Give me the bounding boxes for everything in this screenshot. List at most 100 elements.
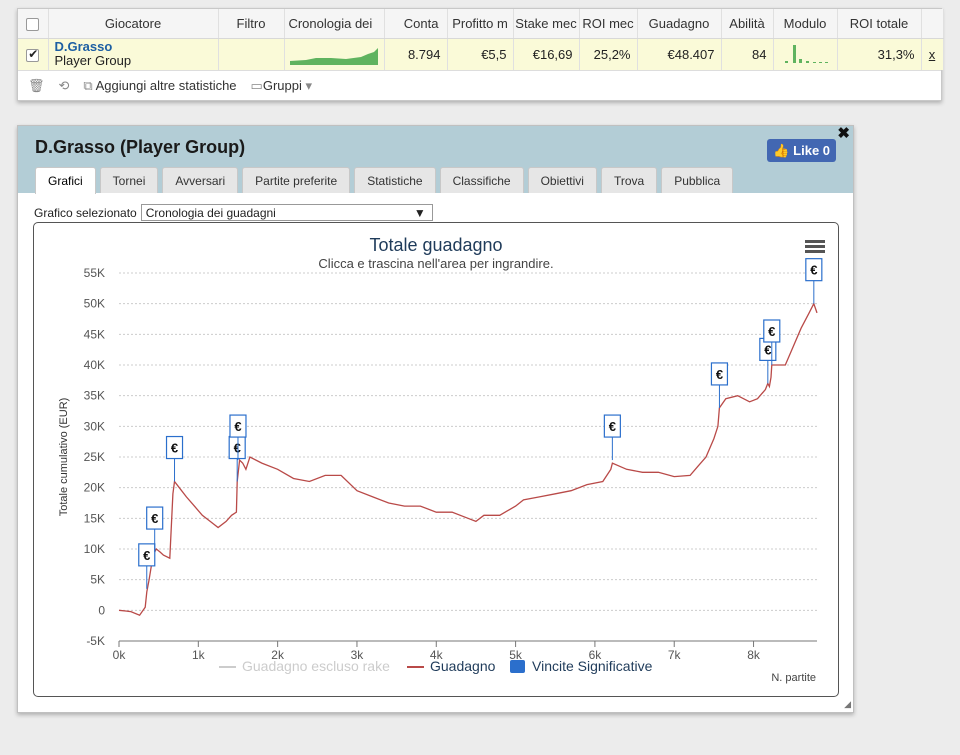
row-select-cell[interactable] xyxy=(18,38,49,70)
tab-classifiche[interactable]: Classifiche xyxy=(439,167,524,193)
column-header[interactable]: Abilità xyxy=(721,9,774,39)
tab-statistiche[interactable]: Statistiche xyxy=(354,167,436,193)
flag-label: € xyxy=(764,342,771,357)
x-tick-label: 8k xyxy=(747,648,761,662)
chart-selector-dropdown[interactable]: Cronologia dei guadagni ▼ xyxy=(140,204,433,221)
y-tick-label: 20K xyxy=(84,481,105,495)
x-tick-label: 4k xyxy=(430,648,444,662)
flag-label: € xyxy=(143,548,150,563)
y-tick-label: 50K xyxy=(84,297,105,311)
y-tick-label: 45K xyxy=(84,327,105,341)
table-toolbar: 🗑 ⟲ ⧉ Aggiungi altre statistiche ▭Gruppi… xyxy=(18,70,941,100)
legend-label-guadagno: Guadagno xyxy=(430,658,496,674)
x-tick-label: 3k xyxy=(351,648,365,662)
abilita-cell: 84 xyxy=(721,38,774,70)
flag-label: € xyxy=(810,263,817,278)
chart-selector-label: Grafico selezionato xyxy=(34,205,137,220)
legend-label-flags: Vincite Significative xyxy=(532,658,653,674)
tab-avversari[interactable]: Avversari xyxy=(162,167,239,193)
tab-grafici[interactable]: Grafici xyxy=(35,167,96,194)
y-tick-label: 25K xyxy=(84,450,105,464)
flag-marker xyxy=(138,543,156,567)
select-all-checkbox[interactable] xyxy=(26,17,40,31)
flag-marker xyxy=(146,506,164,530)
panel-tabs: Grafici Tornei Avversari Partite preferi… xyxy=(35,167,734,194)
trash-icon[interactable]: 🗑 xyxy=(28,77,45,93)
select-all-header[interactable] xyxy=(18,9,49,39)
legend-marker-flags xyxy=(510,660,525,673)
column-header[interactable]: Cronologia dei xyxy=(284,9,385,39)
flag-label: € xyxy=(151,511,158,526)
x-tick-label: 0k xyxy=(113,648,127,662)
chart-title: Totale guadagno xyxy=(369,235,502,255)
player-cell[interactable]: D.Grasso Player Group xyxy=(48,38,219,70)
flag-label: € xyxy=(716,367,723,382)
y-tick-label: 30K xyxy=(84,419,105,433)
folder-icon: ▭ xyxy=(250,77,263,93)
column-header[interactable]: Profitto m xyxy=(447,9,514,39)
facebook-like-button[interactable]: 👍 Like 0 xyxy=(767,139,836,162)
column-header[interactable]: Filtro xyxy=(218,9,285,39)
menu-icon xyxy=(805,250,825,253)
tab-pubblica[interactable]: Pubblica xyxy=(661,167,734,193)
flag-marker xyxy=(763,319,781,343)
player-detail-panel: D.Grasso (Player Group) ✖ 👍 Like 0 Grafic… xyxy=(17,125,854,713)
column-header xyxy=(921,9,944,39)
y-axis-title: Totale cumulativo (EUR) xyxy=(58,398,70,517)
panel-header: D.Grasso (Player Group) ✖ 👍 Like 0 Grafic… xyxy=(18,125,853,194)
resize-handle-icon[interactable]: ◢ xyxy=(844,699,851,709)
conta-cell: 8.794 xyxy=(384,38,448,70)
column-header[interactable]: Conta xyxy=(384,9,448,39)
column-header[interactable]: Modulo xyxy=(773,9,838,39)
profitto-cell: €5,5 xyxy=(447,38,514,70)
column-header[interactable]: Guadagno xyxy=(637,9,722,39)
flag-marker xyxy=(710,362,729,386)
x-tick-label: 5k xyxy=(509,648,523,662)
y-tick-label: 15K xyxy=(84,511,105,525)
y-tick-label: 35K xyxy=(84,389,105,403)
modulo-sparkline-cell xyxy=(773,38,838,70)
groups-dropdown[interactable]: ▭Gruppi ▾ xyxy=(250,77,313,93)
remove-row-button[interactable]: x xyxy=(921,38,944,70)
chart-subtitle: Clicca e trascina nell'area per ingrandi… xyxy=(318,256,553,271)
flag-label: € xyxy=(171,441,178,456)
refresh-icon[interactable]: ⟲ xyxy=(58,77,70,93)
filter-cell xyxy=(218,38,285,70)
players-table-panel: Giocatore Filtro Cronologia dei Conta Pr… xyxy=(17,8,944,101)
series-line-guadagno xyxy=(118,302,818,616)
tab-partite-preferite[interactable]: Partite preferite xyxy=(242,167,351,193)
flag-marker xyxy=(603,414,621,438)
row-checkbox[interactable] xyxy=(26,47,40,62)
flag-marker xyxy=(165,435,184,460)
x-axis-title: N. partite xyxy=(771,672,816,684)
panel-title: D.Grasso (Player Group) xyxy=(35,137,246,157)
tab-obiettivi[interactable]: Obiettivi xyxy=(527,167,597,193)
table-row[interactable]: D.Grasso Player Group 8.794 €5,5 €16,69 … xyxy=(18,38,944,70)
close-icon[interactable]: ✖ xyxy=(837,125,850,142)
column-header[interactable]: ROI mec xyxy=(579,9,638,39)
y-tick-label: 0 xyxy=(98,603,105,617)
column-header[interactable]: Stake mec xyxy=(513,9,580,39)
y-tick-label: 55K xyxy=(84,266,105,280)
tab-trova[interactable]: Trova xyxy=(600,167,658,193)
flag-label: € xyxy=(234,441,241,456)
flag-label: € xyxy=(609,419,616,434)
chart-container[interactable]: Totale guadagno Clicca e trascina nell'ar… xyxy=(33,222,839,697)
menu-icon xyxy=(805,245,825,248)
y-tick-label: 10K xyxy=(84,542,105,556)
column-header[interactable]: ROI totale xyxy=(837,9,922,39)
roi-cell: 25,2% xyxy=(579,38,638,70)
roi-totale-cell: 31,3% xyxy=(837,38,922,70)
add-stats-button[interactable]: ⧉ Aggiungi altre statistiche xyxy=(83,77,237,93)
column-header[interactable]: Giocatore xyxy=(48,9,219,39)
x-tick-label: 6k xyxy=(589,648,603,662)
player-name-link[interactable]: D.Grasso xyxy=(54,39,113,55)
player-subtitle: Player Group xyxy=(54,53,132,69)
copy-icon: ⧉ xyxy=(83,77,93,93)
legend-label-rake: Guadagno escluso rake xyxy=(242,658,390,674)
chart-selector-row: Grafico selezionato Cronologia dei guada… xyxy=(34,204,433,221)
tab-tornei[interactable]: Tornei xyxy=(99,167,159,193)
x-tick-label: 2k xyxy=(271,648,285,662)
flag-label: € xyxy=(234,419,241,434)
